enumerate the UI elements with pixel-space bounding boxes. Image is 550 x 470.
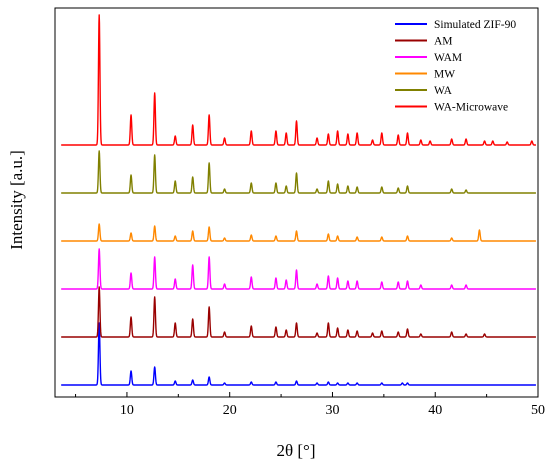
x-axis-ticks: 10 20 30 40 50 (75, 392, 545, 418)
series-line-am (60, 286, 537, 338)
y-axis-title: Intensity [a.u.] (7, 150, 26, 250)
legend-label: WA-Microwave (434, 102, 508, 114)
series-line-wam (60, 248, 537, 290)
series-line-simulated-zif-90 (60, 322, 537, 386)
series-line-mw (60, 223, 537, 242)
series-traces (60, 14, 537, 386)
series-line-wa-microwave (60, 14, 537, 146)
x-axis-title: 2θ [°] (276, 441, 315, 460)
x-tick-label: 20 (223, 403, 237, 418)
legend-label: Simulated ZIF-90 (434, 19, 516, 31)
legend-label: AM (434, 36, 453, 48)
legend-label: MW (434, 69, 455, 81)
series-line-wa (60, 150, 537, 194)
x-tick-label: 10 (120, 403, 134, 418)
legend-label: WAM (434, 52, 462, 64)
x-tick-label: 40 (428, 403, 442, 418)
legend: Simulated ZIF-90 AM WAM MW WA WA-Microwave (395, 19, 516, 114)
x-tick-label: 50 (531, 403, 545, 418)
legend-label: WA (434, 85, 453, 97)
plot-frame (54, 7, 539, 398)
x-tick-label: 30 (325, 403, 339, 418)
